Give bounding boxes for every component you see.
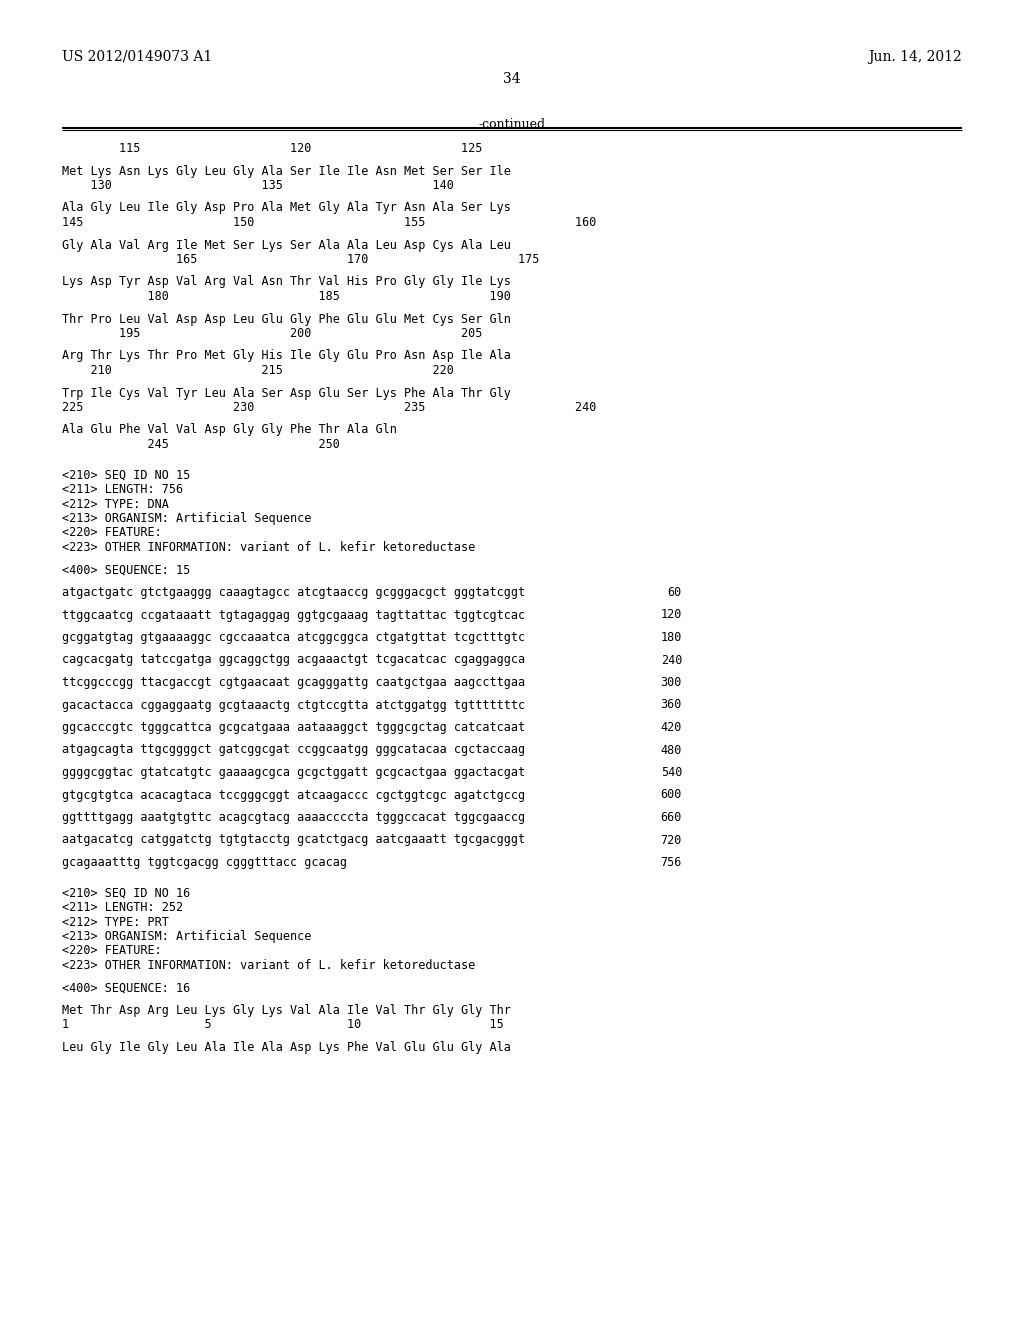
- Text: Arg Thr Lys Thr Pro Met Gly His Ile Gly Glu Pro Asn Asp Ile Ala: Arg Thr Lys Thr Pro Met Gly His Ile Gly …: [62, 350, 511, 363]
- Text: -continued: -continued: [478, 117, 546, 131]
- Text: US 2012/0149073 A1: US 2012/0149073 A1: [62, 50, 212, 63]
- Text: 540: 540: [660, 766, 682, 779]
- Text: <210> SEQ ID NO 15: <210> SEQ ID NO 15: [62, 469, 190, 482]
- Text: Gly Ala Val Arg Ile Met Ser Lys Ser Ala Ala Leu Asp Cys Ala Leu: Gly Ala Val Arg Ile Met Ser Lys Ser Ala …: [62, 239, 511, 252]
- Text: ggggcggtac gtatcatgtc gaaaagcgca gcgctggatt gcgcactgaa ggactacgat: ggggcggtac gtatcatgtc gaaaagcgca gcgctgg…: [62, 766, 525, 779]
- Text: atgactgatc gtctgaaggg caaagtagcc atcgtaaccg gcgggacgct gggtatcggt: atgactgatc gtctgaaggg caaagtagcc atcgtaa…: [62, 586, 525, 599]
- Text: atgagcagta ttgcggggct gatcggcgat ccggcaatgg gggcatacaa cgctaccaag: atgagcagta ttgcggggct gatcggcgat ccggcaa…: [62, 743, 525, 756]
- Text: gacactacca cggaggaatg gcgtaaactg ctgtccgtta atctggatgg tgtttttttc: gacactacca cggaggaatg gcgtaaactg ctgtccg…: [62, 698, 525, 711]
- Text: ggttttgagg aaatgtgttc acagcgtacg aaaaccccta tgggccacat tggcgaaccg: ggttttgagg aaatgtgttc acagcgtacg aaaaccc…: [62, 810, 525, 824]
- Text: <213> ORGANISM: Artificial Sequence: <213> ORGANISM: Artificial Sequence: [62, 931, 311, 942]
- Text: gcagaaatttg tggtcgacgg cgggtttacc gcacag: gcagaaatttg tggtcgacgg cgggtttacc gcacag: [62, 855, 347, 869]
- Text: <220> FEATURE:: <220> FEATURE:: [62, 527, 162, 540]
- Text: Leu Gly Ile Gly Leu Ala Ile Ala Asp Lys Phe Val Glu Glu Gly Ala: Leu Gly Ile Gly Leu Ala Ile Ala Asp Lys …: [62, 1041, 511, 1053]
- Text: gcggatgtag gtgaaaaggc cgccaaatca atcggcggca ctgatgttat tcgctttgtc: gcggatgtag gtgaaaaggc cgccaaatca atcggcg…: [62, 631, 525, 644]
- Text: Ala Gly Leu Ile Gly Asp Pro Ala Met Gly Ala Tyr Asn Ala Ser Lys: Ala Gly Leu Ile Gly Asp Pro Ala Met Gly …: [62, 202, 511, 214]
- Text: 115                     120                     125: 115 120 125: [62, 143, 482, 154]
- Text: 195                     200                     205: 195 200 205: [62, 327, 482, 341]
- Text: 420: 420: [660, 721, 682, 734]
- Text: Met Thr Asp Arg Leu Lys Gly Lys Val Ala Ile Val Thr Gly Gly Thr: Met Thr Asp Arg Leu Lys Gly Lys Val Ala …: [62, 1005, 511, 1016]
- Text: <223> OTHER INFORMATION: variant of L. kefir ketoreductase: <223> OTHER INFORMATION: variant of L. k…: [62, 541, 475, 554]
- Text: 120: 120: [660, 609, 682, 622]
- Text: Met Lys Asn Lys Gly Leu Gly Ala Ser Ile Ile Asn Met Ser Ser Ile: Met Lys Asn Lys Gly Leu Gly Ala Ser Ile …: [62, 165, 511, 177]
- Text: <213> ORGANISM: Artificial Sequence: <213> ORGANISM: Artificial Sequence: [62, 512, 311, 525]
- Text: 240: 240: [660, 653, 682, 667]
- Text: <210> SEQ ID NO 16: <210> SEQ ID NO 16: [62, 887, 190, 899]
- Text: Lys Asp Tyr Asp Val Arg Val Asn Thr Val His Pro Gly Gly Ile Lys: Lys Asp Tyr Asp Val Arg Val Asn Thr Val …: [62, 276, 511, 289]
- Text: Trp Ile Cys Val Tyr Leu Ala Ser Asp Glu Ser Lys Phe Ala Thr Gly: Trp Ile Cys Val Tyr Leu Ala Ser Asp Glu …: [62, 387, 511, 400]
- Text: 600: 600: [660, 788, 682, 801]
- Text: <212> TYPE: PRT: <212> TYPE: PRT: [62, 916, 169, 928]
- Text: ttggcaatcg ccgataaatt tgtagaggag ggtgcgaaag tagttattac tggtcgtcac: ttggcaatcg ccgataaatt tgtagaggag ggtgcga…: [62, 609, 525, 622]
- Text: cagcacgatg tatccgatga ggcaggctgg acgaaactgt tcgacatcac cgaggaggca: cagcacgatg tatccgatga ggcaggctgg acgaaac…: [62, 653, 525, 667]
- Text: aatgacatcg catggatctg tgtgtacctg gcatctgacg aatcgaaatt tgcgacgggt: aatgacatcg catggatctg tgtgtacctg gcatctg…: [62, 833, 525, 846]
- Text: 245                     250: 245 250: [62, 438, 340, 451]
- Text: <400> SEQUENCE: 15: <400> SEQUENCE: 15: [62, 564, 190, 577]
- Text: 480: 480: [660, 743, 682, 756]
- Text: gtgcgtgtca acacagtaca tccgggcggt atcaagaccc cgctggtcgc agatctgccg: gtgcgtgtca acacagtaca tccgggcggt atcaaga…: [62, 788, 525, 801]
- Text: <220> FEATURE:: <220> FEATURE:: [62, 945, 162, 957]
- Text: <212> TYPE: DNA: <212> TYPE: DNA: [62, 498, 169, 511]
- Text: 210                     215                     220: 210 215 220: [62, 364, 454, 378]
- Text: 165                     170                     175: 165 170 175: [62, 253, 540, 267]
- Text: ttcggcccgg ttacgaccgt cgtgaacaat gcagggattg caatgctgaa aagccttgaa: ttcggcccgg ttacgaccgt cgtgaacaat gcaggga…: [62, 676, 525, 689]
- Text: 180: 180: [660, 631, 682, 644]
- Text: Ala Glu Phe Val Val Asp Gly Gly Phe Thr Ala Gln: Ala Glu Phe Val Val Asp Gly Gly Phe Thr …: [62, 424, 397, 437]
- Text: 720: 720: [660, 833, 682, 846]
- Text: <211> LENGTH: 252: <211> LENGTH: 252: [62, 902, 183, 913]
- Text: <223> OTHER INFORMATION: variant of L. kefir ketoreductase: <223> OTHER INFORMATION: variant of L. k…: [62, 960, 475, 972]
- Text: 225                     230                     235                     240: 225 230 235 240: [62, 401, 596, 414]
- Text: Thr Pro Leu Val Asp Asp Leu Glu Gly Phe Glu Glu Met Cys Ser Gln: Thr Pro Leu Val Asp Asp Leu Glu Gly Phe …: [62, 313, 511, 326]
- Text: 180                     185                     190: 180 185 190: [62, 290, 511, 304]
- Text: 34: 34: [503, 73, 521, 86]
- Text: 145                     150                     155                     160: 145 150 155 160: [62, 216, 596, 228]
- Text: Jun. 14, 2012: Jun. 14, 2012: [868, 50, 962, 63]
- Text: 60: 60: [668, 586, 682, 599]
- Text: <400> SEQUENCE: 16: <400> SEQUENCE: 16: [62, 982, 190, 994]
- Text: <211> LENGTH: 756: <211> LENGTH: 756: [62, 483, 183, 496]
- Text: 300: 300: [660, 676, 682, 689]
- Text: 660: 660: [660, 810, 682, 824]
- Text: 1                   5                   10                  15: 1 5 10 15: [62, 1019, 504, 1031]
- Text: 360: 360: [660, 698, 682, 711]
- Text: 756: 756: [660, 855, 682, 869]
- Text: 130                     135                     140: 130 135 140: [62, 180, 454, 191]
- Text: ggcacccgtc tgggcattca gcgcatgaaa aataaaggct tgggcgctag catcatcaat: ggcacccgtc tgggcattca gcgcatgaaa aataaag…: [62, 721, 525, 734]
